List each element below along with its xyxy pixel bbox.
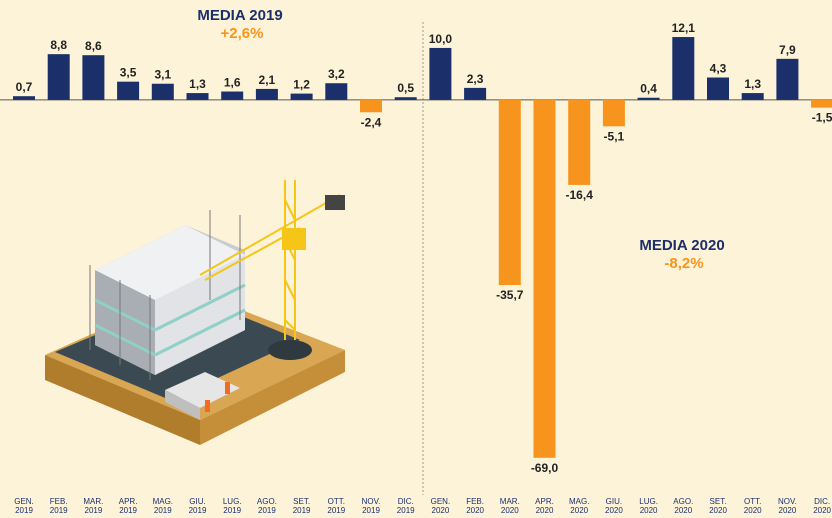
bar bbox=[394, 97, 417, 100]
x-tick-label: LUG. 2020 bbox=[639, 497, 658, 515]
annotation-label: MEDIA 2020 bbox=[639, 237, 724, 254]
value-label: 1,2 bbox=[293, 78, 310, 92]
value-label: 0,7 bbox=[16, 80, 33, 94]
x-tick-label: AGO. 2020 bbox=[673, 497, 693, 515]
x-tick-label: GIU. 2020 bbox=[605, 497, 623, 515]
bar bbox=[13, 96, 35, 100]
x-tick-label: GEN. 2020 bbox=[431, 497, 451, 515]
bar bbox=[255, 88, 278, 100]
bar bbox=[637, 97, 660, 100]
x-tick-label: OTT. 2020 bbox=[744, 497, 762, 515]
bar bbox=[82, 55, 105, 100]
value-label: 2,1 bbox=[259, 73, 276, 87]
x-tick-label: MAR. 2020 bbox=[500, 497, 520, 515]
x-tick-label: OTT. 2019 bbox=[327, 497, 345, 515]
bar bbox=[568, 99, 591, 185]
x-tick-label: DIC. 2020 bbox=[813, 497, 831, 515]
construction-illustration bbox=[45, 180, 345, 445]
bar bbox=[360, 99, 382, 113]
bar bbox=[47, 54, 70, 100]
bar bbox=[811, 99, 832, 108]
annotation-label: MEDIA 2019 bbox=[197, 7, 282, 24]
bar bbox=[117, 81, 140, 100]
value-label: -35,7 bbox=[496, 288, 524, 302]
value-label: 8,6 bbox=[85, 39, 102, 53]
bar bbox=[221, 91, 244, 100]
value-label: 3,1 bbox=[154, 68, 171, 82]
bar bbox=[672, 37, 695, 100]
bar bbox=[464, 87, 487, 100]
x-tick-label: LUG. 2019 bbox=[223, 497, 242, 515]
x-tick-label: DIC. 2019 bbox=[397, 497, 415, 515]
x-tick-label: APR. 2020 bbox=[535, 497, 554, 515]
value-label: 1,6 bbox=[224, 76, 241, 90]
value-label: 3,2 bbox=[328, 67, 345, 81]
bar bbox=[707, 77, 729, 100]
value-label: -16,4 bbox=[566, 188, 594, 202]
bar bbox=[741, 93, 764, 100]
value-label: 0,4 bbox=[640, 82, 657, 96]
x-tick-label: MAR. 2019 bbox=[83, 497, 103, 515]
x-tick-label: APR. 2019 bbox=[119, 497, 138, 515]
bar bbox=[186, 93, 209, 100]
x-tick-label: NOV. 2020 bbox=[778, 497, 797, 515]
value-label: 8,8 bbox=[50, 38, 67, 52]
x-tick-label: MAG. 2019 bbox=[153, 497, 173, 515]
value-label: 10,0 bbox=[429, 32, 453, 46]
value-label: 1,3 bbox=[189, 77, 206, 91]
value-label: -1,5 bbox=[812, 111, 832, 125]
bar bbox=[429, 47, 452, 100]
annotation-value: +2,6% bbox=[221, 25, 264, 42]
x-tick-label: SET. 2019 bbox=[293, 497, 311, 515]
bar bbox=[290, 93, 313, 100]
value-label: -69,0 bbox=[531, 461, 559, 475]
bar bbox=[602, 99, 625, 127]
value-label: 12,1 bbox=[672, 21, 696, 35]
bar bbox=[151, 83, 174, 100]
bar bbox=[325, 83, 348, 100]
bar bbox=[498, 99, 521, 286]
x-tick-label: FEB. 2019 bbox=[50, 497, 68, 515]
value-label: 0,5 bbox=[397, 81, 414, 95]
value-label: 1,3 bbox=[744, 77, 761, 91]
x-tick-label: GIU. 2019 bbox=[189, 497, 207, 515]
bar bbox=[776, 58, 799, 100]
value-label: 3,5 bbox=[120, 66, 137, 80]
value-label: 4,3 bbox=[710, 62, 727, 76]
x-tick-label: AGO. 2019 bbox=[257, 497, 277, 515]
value-label: -5,1 bbox=[604, 129, 625, 143]
x-tick-label: SET. 2020 bbox=[709, 497, 727, 515]
value-label: -2,4 bbox=[361, 115, 382, 129]
x-tick-label: GEN. 2019 bbox=[14, 497, 34, 515]
value-label: 2,3 bbox=[467, 72, 484, 86]
value-label: 7,9 bbox=[779, 43, 796, 57]
x-tick-label: NOV. 2019 bbox=[362, 497, 381, 515]
x-tick-label: MAG. 2020 bbox=[569, 497, 589, 515]
bar bbox=[533, 99, 556, 458]
annotation-value: -8,2% bbox=[664, 255, 703, 272]
x-tick-label: FEB. 2020 bbox=[466, 497, 484, 515]
